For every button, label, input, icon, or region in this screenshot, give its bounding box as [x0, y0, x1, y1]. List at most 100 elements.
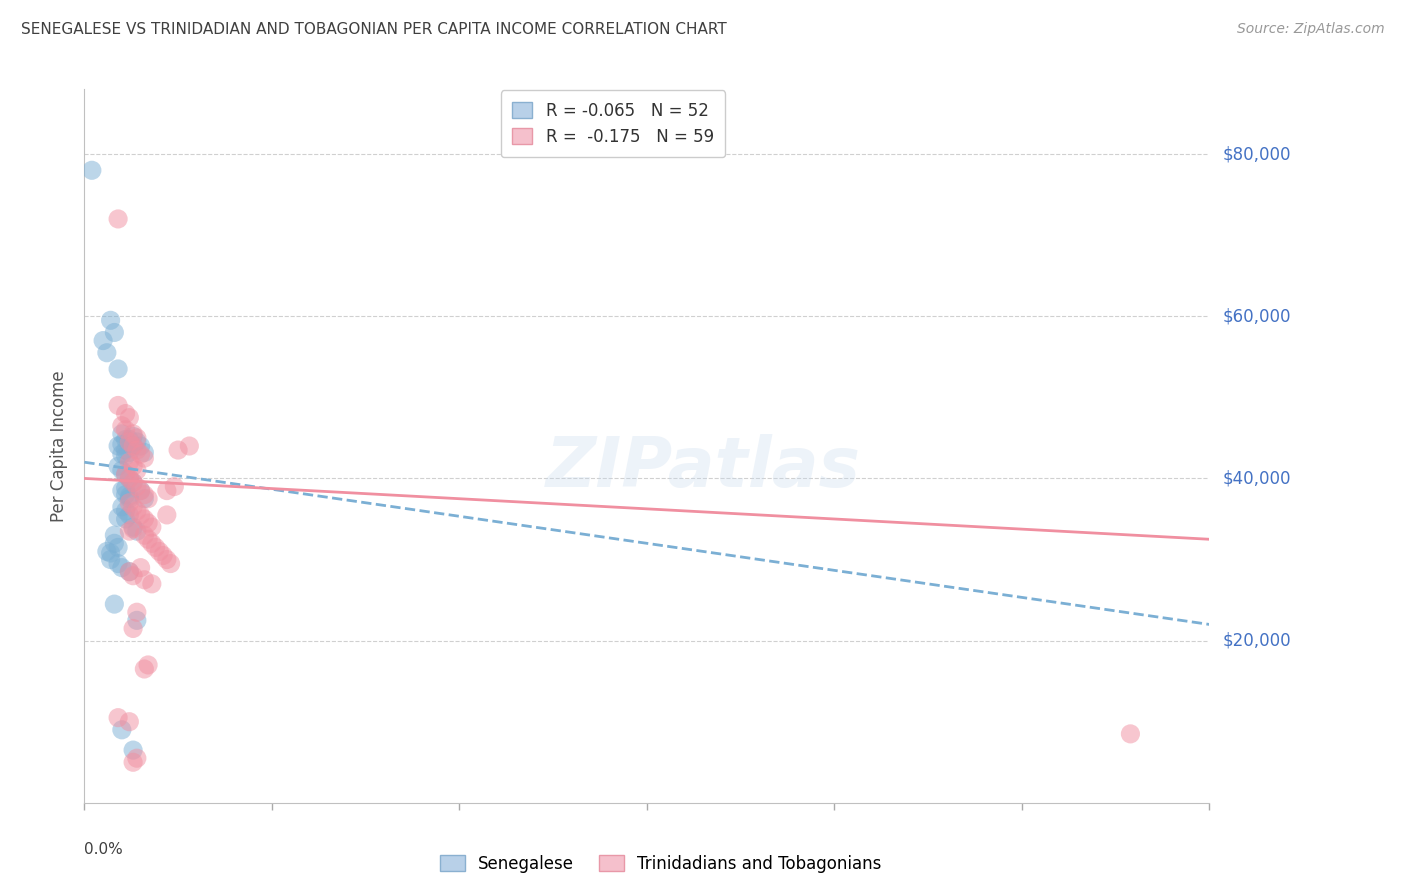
- Point: [136, 516, 159, 530]
- Point: [118, 455, 141, 469]
- Point: [118, 714, 141, 729]
- Point: [103, 326, 125, 340]
- Point: [100, 313, 122, 327]
- Point: [107, 459, 129, 474]
- Text: $60,000: $60,000: [1223, 307, 1292, 326]
- Point: [111, 426, 134, 441]
- Point: [103, 528, 125, 542]
- Point: [118, 471, 141, 485]
- Point: [145, 541, 167, 555]
- Point: [122, 756, 145, 770]
- Text: $20,000: $20,000: [1223, 632, 1292, 649]
- Point: [118, 508, 141, 522]
- Point: [134, 662, 156, 676]
- Point: [129, 439, 152, 453]
- Point: [114, 488, 136, 502]
- Point: [136, 491, 159, 506]
- Point: [134, 573, 156, 587]
- Point: [122, 475, 145, 490]
- Text: Source: ZipAtlas.com: Source: ZipAtlas.com: [1237, 22, 1385, 37]
- Point: [118, 565, 141, 579]
- Point: [156, 483, 179, 498]
- Text: SENEGALESE VS TRINIDADIAN AND TOBAGONIAN PER CAPITA INCOME CORRELATION CHART: SENEGALESE VS TRINIDADIAN AND TOBAGONIAN…: [21, 22, 727, 37]
- Point: [107, 399, 129, 413]
- Point: [152, 549, 174, 563]
- Point: [91, 334, 114, 348]
- Point: [156, 552, 179, 566]
- Point: [96, 345, 118, 359]
- Point: [125, 434, 148, 449]
- Point: [167, 443, 190, 458]
- Point: [114, 467, 136, 482]
- Point: [122, 429, 145, 443]
- Point: [125, 605, 148, 619]
- Legend: Senegalese, Trinidadians and Tobagonians: Senegalese, Trinidadians and Tobagonians: [433, 848, 889, 880]
- Point: [134, 528, 156, 542]
- Point: [107, 510, 129, 524]
- Point: [125, 751, 148, 765]
- Point: [96, 544, 118, 558]
- Point: [136, 533, 159, 547]
- Point: [125, 524, 148, 538]
- Point: [129, 483, 152, 498]
- Point: [100, 546, 122, 560]
- Point: [118, 524, 141, 538]
- Point: [103, 597, 125, 611]
- Point: [129, 508, 152, 522]
- Point: [107, 362, 129, 376]
- Point: [114, 512, 136, 526]
- Point: [118, 434, 141, 449]
- Point: [122, 520, 145, 534]
- Point: [125, 443, 148, 458]
- Text: 0.0%: 0.0%: [84, 842, 124, 857]
- Point: [107, 711, 129, 725]
- Point: [107, 557, 129, 571]
- Point: [125, 479, 148, 493]
- Point: [141, 536, 163, 550]
- Point: [114, 443, 136, 458]
- Point: [114, 423, 136, 437]
- Point: [118, 445, 141, 459]
- Point: [125, 431, 148, 445]
- Point: [114, 467, 136, 482]
- Point: [156, 508, 179, 522]
- Point: [134, 488, 156, 502]
- Point: [114, 504, 136, 518]
- Point: [118, 471, 141, 485]
- Point: [111, 500, 134, 514]
- Point: [122, 475, 145, 490]
- Point: [122, 459, 145, 474]
- Point: [159, 557, 181, 571]
- Point: [134, 451, 156, 466]
- Point: [148, 544, 170, 558]
- Text: $80,000: $80,000: [1223, 145, 1292, 163]
- Point: [125, 463, 148, 477]
- Point: [118, 433, 141, 447]
- Point: [122, 439, 145, 453]
- Point: [114, 449, 136, 463]
- Point: [111, 463, 134, 477]
- Point: [129, 447, 152, 461]
- Point: [118, 496, 141, 510]
- Point: [118, 410, 141, 425]
- Point: [118, 491, 141, 506]
- Point: [100, 552, 122, 566]
- Point: [122, 568, 145, 582]
- Point: [1119, 727, 1142, 741]
- Point: [122, 439, 145, 453]
- Point: [80, 163, 103, 178]
- Point: [179, 439, 201, 453]
- Point: [103, 536, 125, 550]
- Point: [122, 522, 145, 536]
- Point: [111, 560, 134, 574]
- Point: [114, 407, 136, 421]
- Text: ZIPatlas: ZIPatlas: [546, 434, 860, 501]
- Point: [118, 565, 141, 579]
- Legend: R = -0.065   N = 52, R =  -0.175   N = 59: R = -0.065 N = 52, R = -0.175 N = 59: [501, 90, 725, 157]
- Point: [118, 489, 141, 503]
- Point: [114, 433, 136, 447]
- Point: [111, 483, 134, 498]
- Point: [125, 504, 148, 518]
- Point: [129, 560, 152, 574]
- Y-axis label: Per Capita Income: Per Capita Income: [51, 370, 69, 522]
